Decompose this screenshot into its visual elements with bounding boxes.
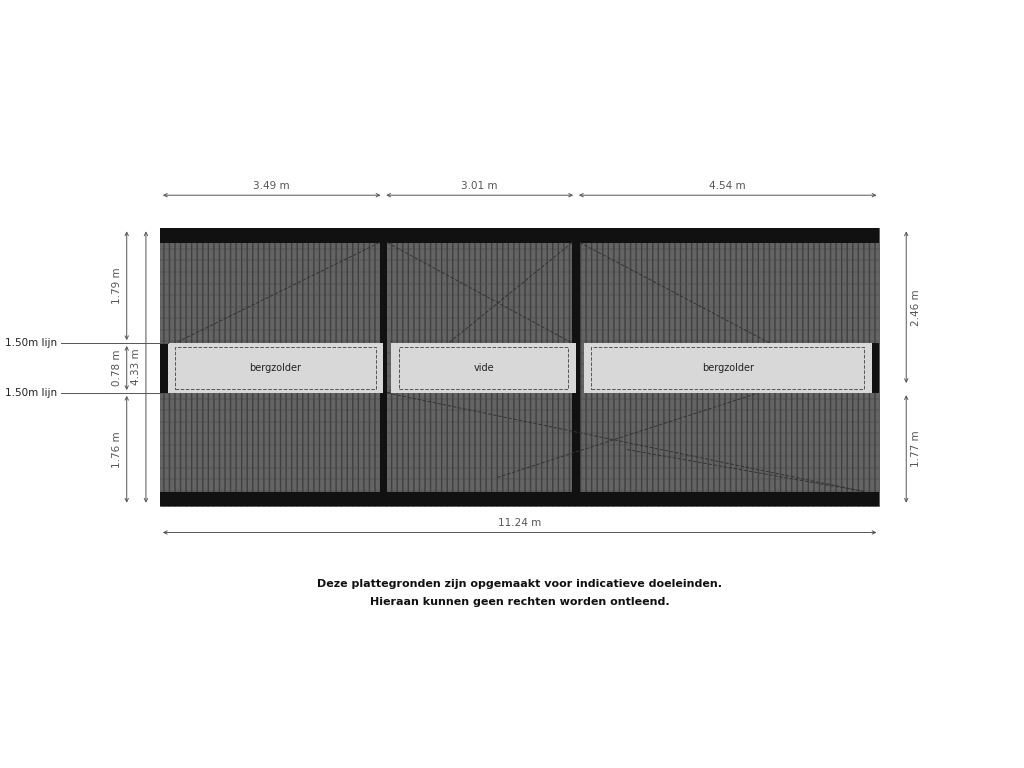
Text: 0.78 m: 0.78 m <box>112 349 122 386</box>
Text: vide: vide <box>473 363 494 373</box>
Bar <box>380 229 387 505</box>
Bar <box>864 343 880 393</box>
Text: 3.49 m: 3.49 m <box>253 180 290 190</box>
Bar <box>391 343 575 393</box>
Text: Deze plattegronden zijn opgemaakt voor indicatieve doeleinden.: Deze plattegronden zijn opgemaakt voor i… <box>317 579 722 589</box>
Text: 1.76 m: 1.76 m <box>112 431 122 468</box>
Text: 4.54 m: 4.54 m <box>710 180 746 190</box>
Bar <box>592 347 864 389</box>
Text: 1.77 m: 1.77 m <box>911 431 922 467</box>
Text: 2.46 m: 2.46 m <box>911 289 922 326</box>
Text: 1.79 m: 1.79 m <box>112 267 122 304</box>
Bar <box>398 347 568 389</box>
Bar <box>572 229 580 505</box>
Text: 3.01 m: 3.01 m <box>462 180 498 190</box>
Bar <box>175 347 376 389</box>
Bar <box>168 343 383 393</box>
Text: 1.50m lijn: 1.50m lijn <box>5 338 57 348</box>
Text: 4.33 m: 4.33 m <box>131 349 141 386</box>
Text: bergzolder: bergzolder <box>250 363 301 373</box>
Bar <box>160 229 880 505</box>
Bar <box>584 343 871 393</box>
Text: bergzolder: bergzolder <box>701 363 754 373</box>
Bar <box>160 343 175 393</box>
Bar <box>160 229 880 243</box>
Text: 11.24 m: 11.24 m <box>498 518 542 528</box>
Bar <box>160 492 880 505</box>
Text: 1.50m lijn: 1.50m lijn <box>5 388 57 398</box>
Text: Hieraan kunnen geen rechten worden ontleend.: Hieraan kunnen geen rechten worden ontle… <box>370 598 670 607</box>
